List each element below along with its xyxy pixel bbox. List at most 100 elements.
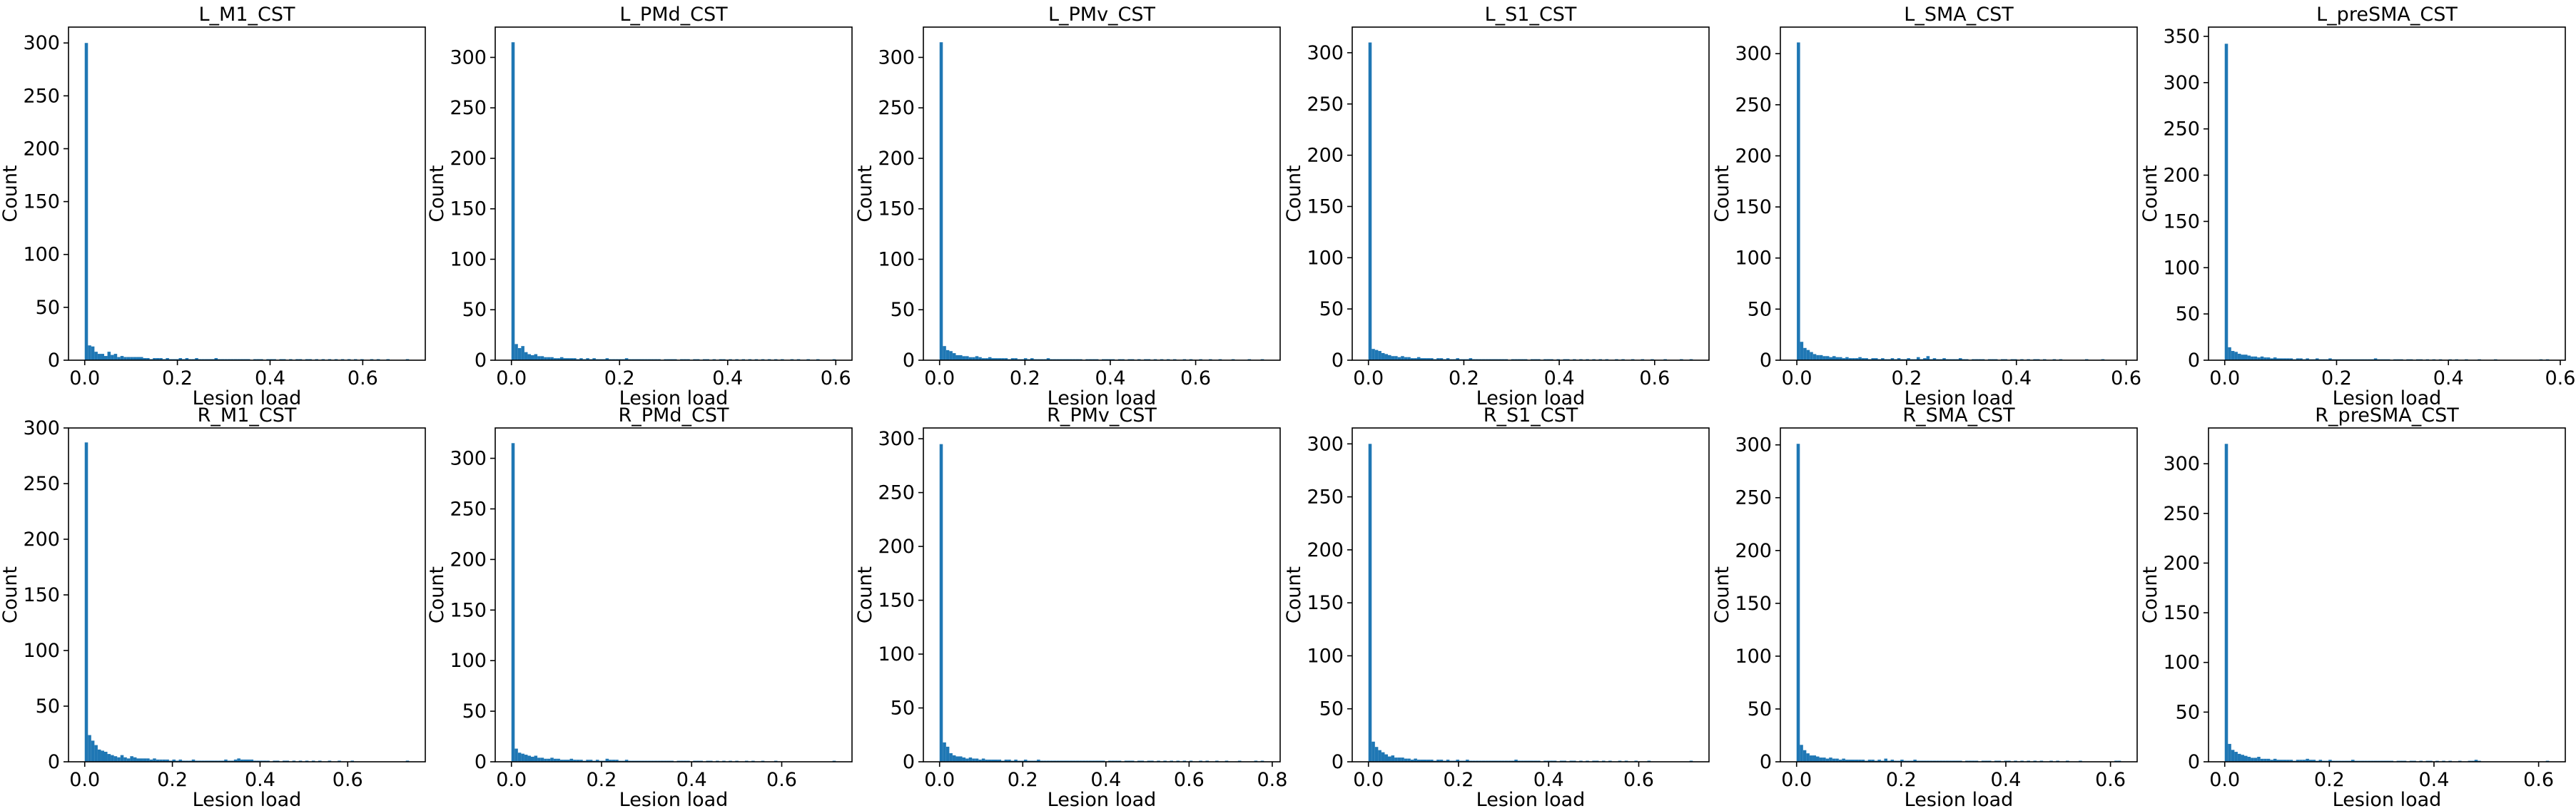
histogram-bar <box>2296 760 2300 762</box>
histogram-bar <box>573 760 577 762</box>
plot-frame <box>495 26 853 361</box>
histogram-bar <box>952 353 956 360</box>
histogram-bar <box>972 758 975 762</box>
y-tick-label: 300 <box>450 46 487 68</box>
histogram-bars <box>939 42 1264 360</box>
histogram-bar <box>939 42 943 360</box>
histogram-bar <box>1410 358 1414 360</box>
histogram-bar <box>1023 759 1028 762</box>
histogram-bar <box>1923 358 1927 360</box>
histogram-bar <box>1797 42 1800 361</box>
histogram-bar <box>156 358 160 360</box>
y-tick-label: 0 <box>1760 751 1772 773</box>
chart-title: L_SMA_CST <box>1904 4 2014 26</box>
histogram-bar <box>133 357 137 360</box>
histogram-bar <box>2251 758 2254 762</box>
y-tick-label: 200 <box>1307 539 1344 561</box>
x-axis-label: Lesion load <box>619 789 729 811</box>
histogram-bar <box>1871 760 1875 762</box>
histogram-bar <box>1371 349 1375 360</box>
y-axis-label: Count <box>0 566 21 623</box>
histogram-bar <box>2289 358 2293 360</box>
histogram-bar <box>1374 747 1379 762</box>
histogram-bar <box>1845 760 1849 762</box>
histogram-bar <box>962 757 966 762</box>
histogram-bar <box>1430 760 1434 762</box>
histogram-bar <box>586 358 589 360</box>
histogram-bar <box>972 357 975 360</box>
histogram-bar <box>553 358 557 360</box>
x-axis-label: Lesion load <box>1476 789 1586 811</box>
x-tick-label: 0.8 <box>1257 769 1287 791</box>
histogram-bar <box>612 760 616 762</box>
x-tick-label: 0.6 <box>1180 367 1211 389</box>
histogram-bar <box>1959 358 1962 360</box>
histogram-panel: 0.0 0.2 0.4 0.6 0 50 100 150 200 250 300 350 L_preSM… <box>2139 4 2575 409</box>
y-tick-label: 300 <box>2163 453 2200 475</box>
histogram-bar <box>2266 357 2271 360</box>
histogram-bar <box>2228 743 2231 762</box>
histogram-bar <box>975 356 979 360</box>
histogram-panel: 0.0 0.2 0.4 0.6 0 50 100 150 200 250 300 L_SMA_CST L… <box>1711 4 2141 409</box>
y-tick-label: 100 <box>878 248 915 270</box>
histogram-bar <box>968 357 973 360</box>
histogram-bar <box>1388 355 1391 360</box>
histogram-bar <box>1001 358 1005 360</box>
histogram-bar <box>195 358 198 360</box>
histogram-bar <box>2270 358 2273 360</box>
histogram-bar <box>2276 760 2280 762</box>
y-tick-label: 150 <box>1735 593 1772 615</box>
histogram-bars <box>1368 444 1693 762</box>
histogram-bar <box>1802 750 1807 762</box>
histogram-bar <box>185 358 189 360</box>
chart-title: L_S1_CST <box>1485 4 1577 26</box>
histogram-bar <box>91 346 95 360</box>
plot-frame <box>923 427 1281 762</box>
plot-frame <box>1352 427 1710 762</box>
x-tick-label: 0.4 <box>2001 367 2032 389</box>
x-axis-label: Lesion load <box>1048 789 1157 811</box>
histogram-bar <box>965 356 969 360</box>
histogram-bar <box>1867 760 1872 762</box>
histogram-bar <box>1881 358 1885 360</box>
y-tick-label: 150 <box>878 198 915 220</box>
y-tick-label: 200 <box>23 138 60 160</box>
histogram-bar <box>107 754 111 762</box>
histogram-bar <box>146 758 150 762</box>
histogram-bar <box>595 760 599 762</box>
histogram-bar <box>1855 760 1859 762</box>
histogram-bars <box>1797 42 2105 361</box>
y-tick-label: 300 <box>1735 434 1772 456</box>
histogram-bar <box>589 760 593 762</box>
histogram-bar <box>156 759 160 762</box>
y-tick-label: 150 <box>450 599 487 621</box>
histogram-bar <box>1855 358 1859 360</box>
y-tick-label: 150 <box>2163 210 2200 233</box>
histogram-bar <box>511 443 515 762</box>
histogram-bar <box>1812 354 1817 360</box>
histogram-bar <box>1391 755 1395 762</box>
histogram-bar <box>547 357 551 360</box>
x-axis-label: Lesion load <box>1476 387 1586 409</box>
histogram-bar <box>1861 358 1865 360</box>
y-tick-label: 0 <box>475 350 487 372</box>
histogram-bar <box>117 357 121 360</box>
y-tick-label: 200 <box>450 148 487 170</box>
chart-title: R_SMA_CST <box>1902 404 2015 427</box>
x-tick-label: 0.4 <box>1991 769 2022 791</box>
histogram-bar <box>2316 358 2319 360</box>
histogram-bar <box>975 758 979 762</box>
x-tick-label: 0.2 <box>2314 769 2345 791</box>
histogram-bar <box>2257 757 2261 762</box>
x-tick-label: 0.6 <box>1639 367 1670 389</box>
histogram-bar <box>965 758 969 762</box>
y-tick-label: 0 <box>48 350 60 372</box>
histogram-bar <box>624 358 629 360</box>
y-tick-label: 300 <box>450 448 487 470</box>
histogram-bar <box>1384 754 1388 762</box>
histogram-bar <box>531 756 534 762</box>
y-axis-label: Count <box>1283 566 1305 623</box>
y-tick-label: 100 <box>450 248 487 270</box>
plot-frame <box>923 26 1281 361</box>
histogram-bar <box>569 358 574 360</box>
